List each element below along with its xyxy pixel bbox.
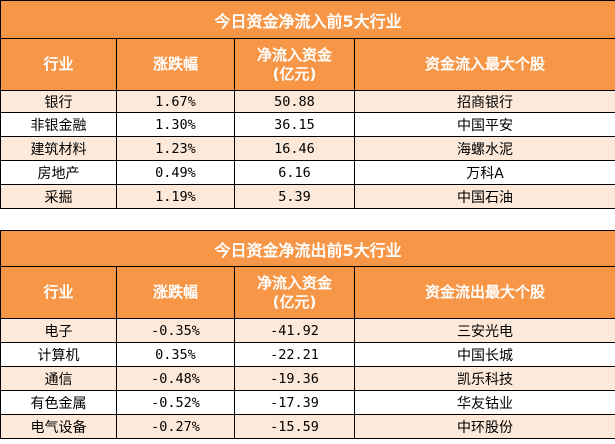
change-cell: -0.52% [116, 390, 235, 415]
net-flow-cell: 6.16 [234, 160, 355, 185]
net-flow-cell: 36.15 [234, 112, 355, 137]
change-cell: 1.67% [116, 90, 235, 113]
stock-cell: 三安光电 [353, 318, 615, 343]
table-row: 电子 -0.35% -41.92 三安光电 [0, 318, 615, 343]
header-industry: 行业 [0, 38, 117, 91]
stock-cell: 招商银行 [353, 90, 615, 113]
net-flow-cell: -22.21 [234, 342, 355, 367]
stock-cell: 中国石油 [353, 184, 615, 209]
net-flow-cell: -15.59 [234, 414, 355, 439]
outflow-table-title: 今日资金净流出前5大行业 [0, 230, 615, 267]
industry-cell: 有色金属 [0, 390, 117, 415]
table-row: 银行 1.67% 50.88 招商银行 [0, 90, 615, 113]
outflow-table: 今日资金净流出前5大行业 行业 涨跌幅 净流入资金 (亿元) 资金流出最大个股 … [0, 230, 615, 439]
stock-cell: 中国长城 [353, 342, 615, 367]
industry-cell: 电气设备 [0, 414, 117, 439]
change-cell: -0.27% [116, 414, 235, 439]
header-change: 涨跌幅 [116, 266, 235, 319]
table-row: 电气设备 -0.27% -15.59 中环股份 [0, 414, 615, 439]
net-flow-cell: -17.39 [234, 390, 355, 415]
stock-cell: 华友钴业 [353, 390, 615, 415]
table-row: 计算机 0.35% -22.21 中国长城 [0, 342, 615, 367]
industry-cell: 电子 [0, 318, 117, 343]
net-flow-cell: -41.92 [234, 318, 355, 343]
table-row: 通信 -0.48% -19.36 凯乐科技 [0, 366, 615, 391]
table-row: 房地产 0.49% 6.16 万科A [0, 160, 615, 185]
change-cell: 1.19% [116, 184, 235, 209]
stock-cell: 海螺水泥 [353, 136, 615, 161]
stock-cell: 万科A [353, 160, 615, 185]
net-flow-cell: 16.46 [234, 136, 355, 161]
stock-cell: 中环股份 [353, 414, 615, 439]
industry-cell: 非银金融 [0, 112, 117, 137]
table-row: 采掘 1.19% 5.39 中国石油 [0, 184, 615, 209]
change-cell: 1.30% [116, 112, 235, 137]
change-cell: 1.23% [116, 136, 235, 161]
table-row: 非银金融 1.30% 36.15 中国平安 [0, 112, 615, 137]
stock-cell: 凯乐科技 [353, 366, 615, 391]
net-flow-cell: -19.36 [234, 366, 355, 391]
industry-cell: 房地产 [0, 160, 117, 185]
change-cell: 0.49% [116, 160, 235, 185]
change-cell: -0.48% [116, 366, 235, 391]
industry-cell: 采掘 [0, 184, 117, 209]
table-row: 有色金属 -0.52% -17.39 华友钴业 [0, 390, 615, 415]
inflow-table: 今日资金净流入前5大行业 行业 涨跌幅 净流入资金 (亿元) 资金流入最大个股 … [0, 0, 615, 209]
header-industry: 行业 [0, 266, 117, 319]
industry-cell: 计算机 [0, 342, 117, 367]
industry-cell: 建筑材料 [0, 136, 117, 161]
industry-cell: 银行 [0, 90, 117, 113]
net-flow-cell: 5.39 [234, 184, 355, 209]
net-flow-cell: 50.88 [234, 90, 355, 113]
stock-cell: 中国平安 [353, 112, 615, 137]
table-row: 建筑材料 1.23% 16.46 海螺水泥 [0, 136, 615, 161]
change-cell: -0.35% [116, 318, 235, 343]
header-net-inflow: 净流入资金 (亿元) [234, 266, 355, 319]
header-net-inflow: 净流入资金 (亿元) [234, 38, 355, 91]
inflow-table-title: 今日资金净流入前5大行业 [0, 0, 615, 39]
header-change: 涨跌幅 [116, 38, 235, 91]
header-top-stock: 资金流出最大个股 [353, 266, 615, 319]
industry-cell: 通信 [0, 366, 117, 391]
change-cell: 0.35% [116, 342, 235, 367]
header-top-stock: 资金流入最大个股 [353, 38, 615, 91]
